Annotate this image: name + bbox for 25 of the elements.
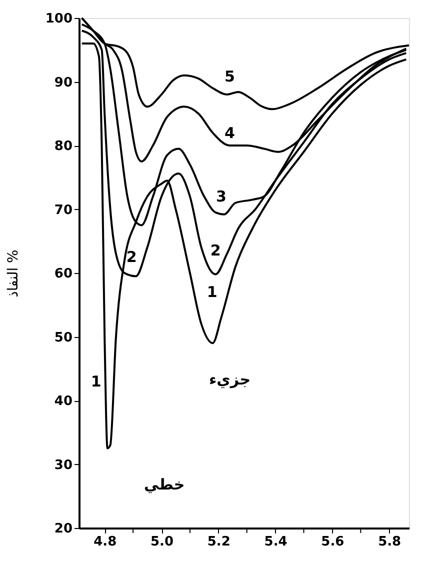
series-label: 2 [210, 242, 221, 260]
x-tick-label: 5.4 [264, 534, 288, 550]
text: 2 [126, 248, 137, 266]
y-tick-label: 40 [54, 394, 72, 409]
series-label: 3 [216, 188, 226, 206]
text: 1 [206, 283, 218, 302]
y-tick-label: 90 [54, 75, 72, 90]
x-tick-label: 5.6 [321, 534, 344, 550]
x-tick-label: 4.8 [94, 534, 117, 550]
y-tick-label: 80 [54, 139, 72, 154]
x-tick-label: 5.8 [378, 534, 402, 550]
y-axis-title: النفاذ % [5, 250, 22, 298]
y-tick-label: 70 [54, 202, 72, 218]
series-label: 1 [90, 372, 102, 390]
annotation: خطي [144, 476, 185, 494]
x-tick-label: 5.2 [207, 534, 230, 550]
y-tick-label: 20 [54, 522, 72, 536]
y-tick-label: 50 [54, 330, 72, 346]
annotation: جزيء [208, 370, 251, 388]
y-tick-label: 100 [45, 12, 72, 26]
y-tick-label: 60 [54, 266, 72, 282]
series-label: 5 [224, 68, 235, 86]
series-label: 4 [224, 124, 235, 142]
x-tick-label: 5.0 [150, 534, 174, 550]
y-tick-label: 30 [54, 458, 72, 473]
